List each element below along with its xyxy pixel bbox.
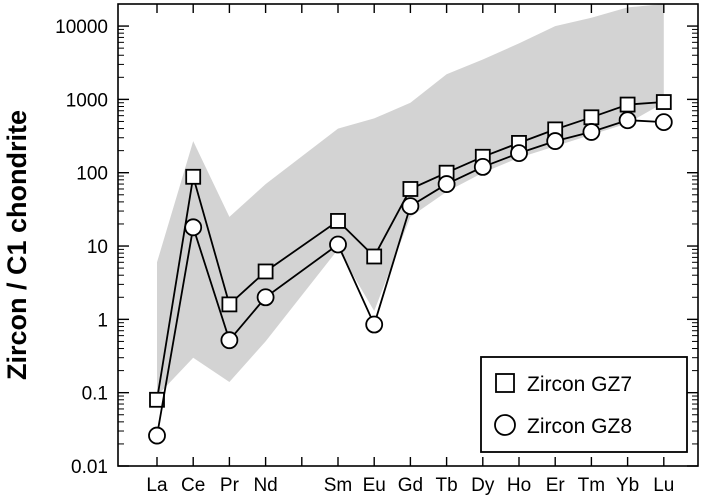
data-point-circle-lu bbox=[654, 113, 673, 132]
legend: Zircon GZ7 Zircon GZ8 bbox=[480, 356, 688, 453]
legend-marker-square bbox=[495, 373, 515, 393]
y-tick-label: 0.1 bbox=[82, 384, 108, 405]
y-tick-label: 10 bbox=[87, 237, 108, 258]
axis-label-layer: 0.01 0.1 1 10 100 1000 10000 La Ce Pr Nd Sm Eu Gd Tb Dy… bbox=[2, 17, 674, 496]
data-point-square-eu bbox=[366, 248, 383, 265]
data-point-square-yb bbox=[619, 96, 636, 113]
x-tick-label-la: La bbox=[146, 475, 168, 496]
x-tick-label-lu: Lu bbox=[653, 475, 674, 496]
y-tick-label: 0.01 bbox=[71, 457, 108, 478]
data-point-circle-ho bbox=[510, 144, 528, 163]
data-point-circle-pr bbox=[220, 331, 239, 350]
plot-frame-layer bbox=[117, 3, 699, 467]
x-tick-label-sm: Sm bbox=[324, 475, 353, 496]
series-zircon-gz7 bbox=[149, 94, 672, 408]
data-point-circle-dy bbox=[473, 158, 492, 176]
data-point-circle-la bbox=[148, 426, 166, 445]
data-point-circle-eu bbox=[365, 315, 384, 334]
x-tick-label-tb: Tb bbox=[436, 475, 458, 496]
data-point-square-pr bbox=[221, 296, 238, 313]
legend-marker-circle bbox=[494, 414, 516, 436]
x-tick-label-eu: Eu bbox=[363, 475, 386, 496]
data-point-circle-gd bbox=[401, 197, 420, 216]
y-tick-label: 1000 bbox=[66, 90, 108, 111]
data-point-circle-sm bbox=[329, 235, 347, 254]
x-tick-label-gd: Gd bbox=[398, 475, 423, 496]
y-tick-label: 100 bbox=[76, 164, 108, 185]
data-point-square-nd bbox=[257, 263, 274, 280]
x-tick-label-pr: Pr bbox=[220, 475, 240, 496]
x-tick-label-yb: Yb bbox=[616, 475, 639, 496]
data-point-circle-tm bbox=[582, 123, 601, 141]
x-tick-label-er: Er bbox=[546, 475, 566, 496]
y-axis-label: Zircon / C1 chondrite bbox=[2, 110, 32, 380]
plot-frame bbox=[117, 3, 699, 467]
data-point-circle-nd bbox=[256, 288, 275, 307]
legend-entry-label: Zircon GZ8 bbox=[527, 415, 632, 438]
data-point-square-gd bbox=[402, 181, 419, 197]
data-point-circle-er bbox=[546, 132, 565, 150]
data-point-square-lu bbox=[655, 94, 672, 110]
data-point-square-tm bbox=[583, 109, 600, 126]
legend-box bbox=[480, 356, 688, 453]
data-point-circle-yb bbox=[618, 111, 637, 130]
data-point-square-ce bbox=[185, 168, 202, 185]
legend-entry-label: Zircon GZ7 bbox=[527, 373, 632, 396]
data-point-circle-tb bbox=[437, 175, 456, 193]
x-tick-label-tm: Tm bbox=[578, 475, 605, 496]
data-point-square-sm bbox=[330, 213, 346, 229]
x-tick-label-ho: Ho bbox=[507, 475, 531, 496]
y-tick-label: 1 bbox=[97, 310, 108, 331]
series-zircon-gz8 bbox=[148, 111, 673, 445]
y-tick-label: 10000 bbox=[55, 17, 108, 38]
x-tick-label-dy: Dy bbox=[471, 475, 495, 496]
x-tick-label-ce: Ce bbox=[181, 475, 205, 496]
x-tick-label-nd: Nd bbox=[253, 475, 277, 496]
series-layer bbox=[148, 94, 673, 445]
data-point-circle-ce bbox=[184, 218, 203, 237]
